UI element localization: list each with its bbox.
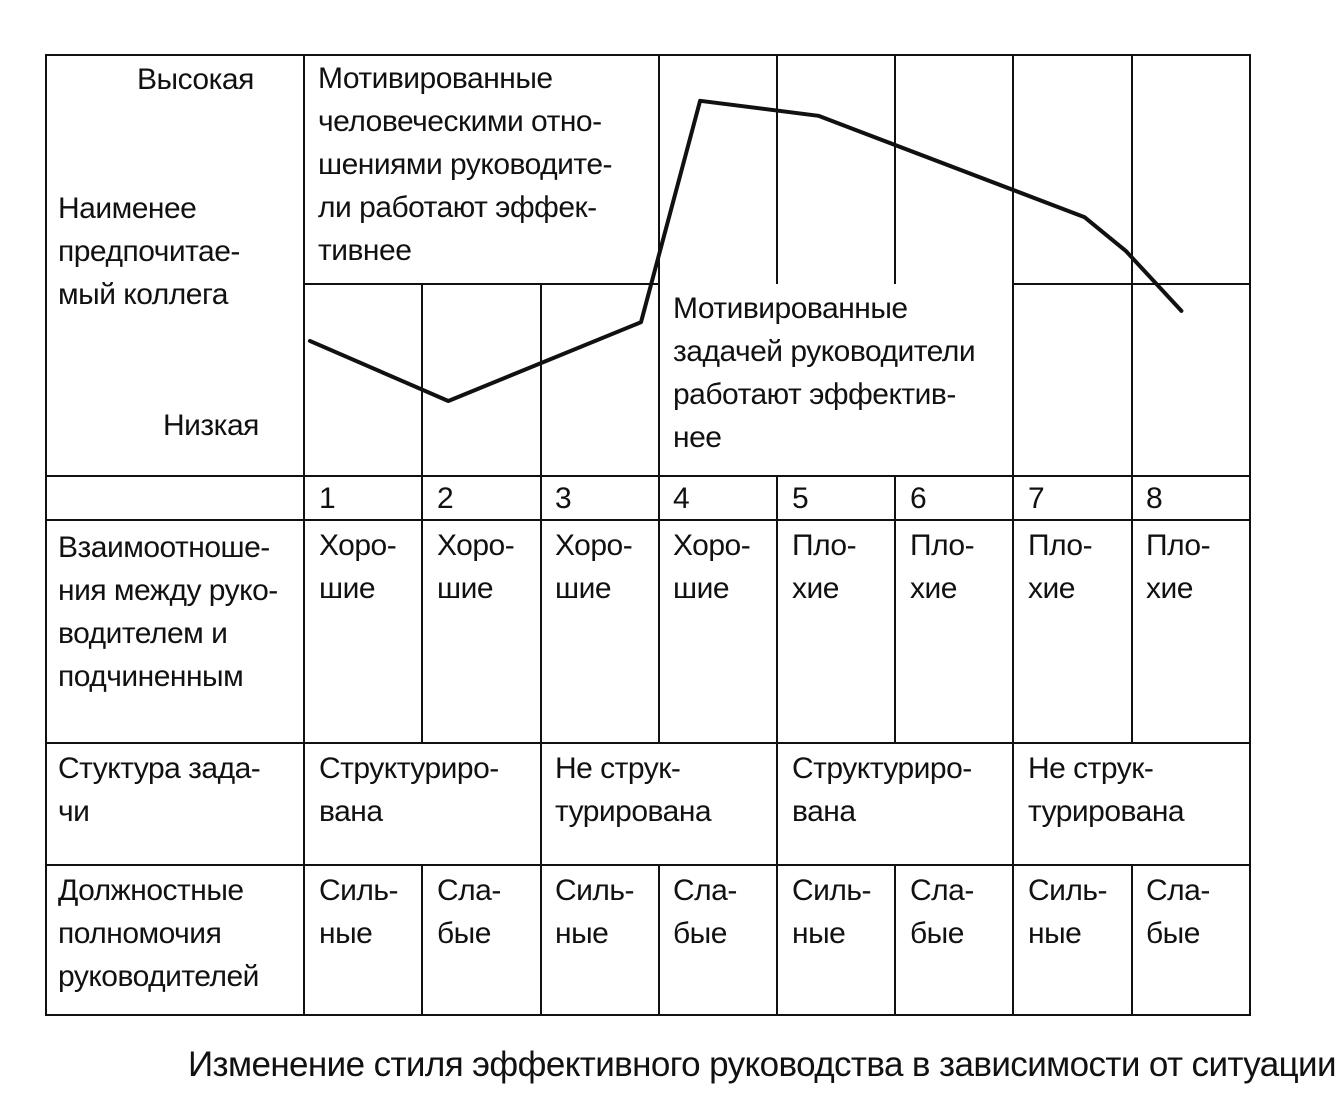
axis-title: Наименее предпочитае- мый коллега (58, 192, 240, 311)
relations-value: Пло- хие (1028, 529, 1093, 605)
authority-value: Силь- ные (319, 874, 399, 950)
axis-low-label: Низкая (163, 409, 259, 442)
outer-border (45, 54, 1251, 1016)
structure-value: Структуриро- вана (319, 752, 499, 828)
relations-row-label: Взаимоотноше- ния между руко- водителем … (58, 531, 278, 693)
region-relations-motivated: Мотивированные человеческими отно- шения… (318, 62, 613, 267)
relations-value: Пло- хие (910, 529, 975, 605)
situation-number: 4 (673, 482, 690, 515)
situation-number: 8 (1146, 482, 1163, 515)
relations-value: Хоро- шие (319, 529, 397, 605)
situation-number: 7 (1028, 482, 1045, 515)
situation-number: 3 (555, 482, 572, 515)
structure-value: Структуриро- вана (792, 752, 972, 828)
authority-value: Сла- бые (1146, 874, 1210, 950)
relations-value: Пло- хие (1146, 529, 1211, 605)
authority-value: Силь- ные (555, 874, 635, 950)
figure-caption: Изменение стиля эффективного руководства… (188, 1045, 1337, 1084)
structure-value: Не струк- турирована (555, 752, 712, 828)
authority-value: Силь- ные (792, 874, 872, 950)
authority-value: Сла- бые (673, 874, 737, 950)
axis-high-label: Высокая (137, 63, 254, 96)
relations-value: Хоро- шие (437, 529, 515, 605)
region-task-motivated: Мотивированные задачей руководители рабо… (673, 292, 976, 454)
authority-value: Сла- бые (910, 874, 974, 950)
situation-number: 5 (792, 482, 809, 515)
relations-value: Пло- хие (792, 529, 857, 605)
effectiveness-curve (307, 98, 1184, 403)
structure-value: Не струк- турирована (1028, 752, 1185, 828)
authority-value: Сла- бые (437, 874, 501, 950)
situation-number: 2 (437, 482, 454, 515)
situation-number: 6 (910, 482, 927, 515)
relations-value: Хоро- шие (555, 529, 633, 605)
relations-value: Хоро- шие (673, 529, 751, 605)
structure-row-label: Стуктура зада- чи (58, 752, 261, 828)
authority-row-label: Должностные полномочия руководителей (58, 874, 259, 993)
authority-value: Силь- ные (1028, 874, 1108, 950)
situation-number: 1 (319, 482, 336, 515)
